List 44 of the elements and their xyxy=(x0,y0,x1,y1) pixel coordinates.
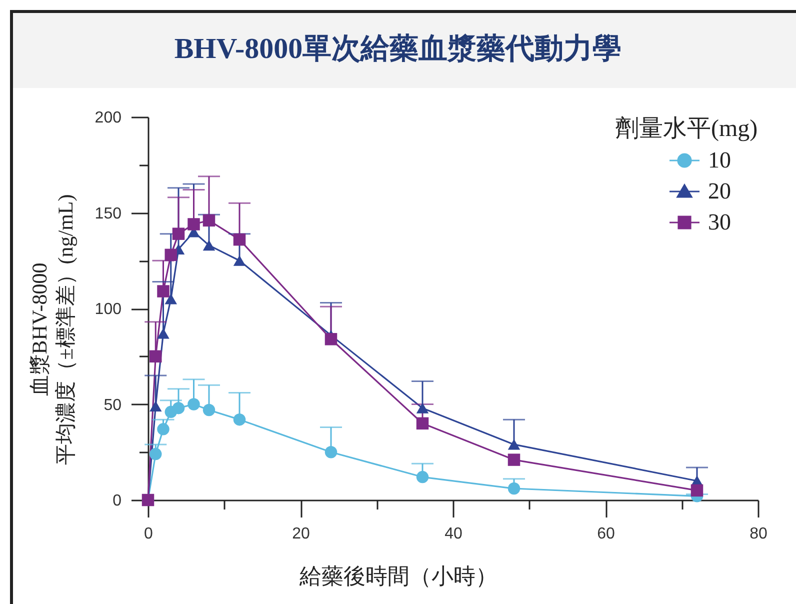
point xyxy=(508,439,520,450)
y-tick-label: 0 xyxy=(112,492,122,510)
point xyxy=(324,333,338,346)
y-tick-label: 200 xyxy=(94,110,122,126)
point xyxy=(202,240,216,251)
legend-title: 劑量水平(mg) xyxy=(615,115,758,142)
point xyxy=(233,255,246,266)
legend-label: 20 xyxy=(708,178,731,204)
x-tick-label: 40 xyxy=(444,526,462,542)
point xyxy=(690,484,704,497)
x-tick-label: 0 xyxy=(144,526,154,542)
x-tick-label: 20 xyxy=(292,526,310,542)
point xyxy=(150,400,162,412)
legend-label: 10 xyxy=(708,148,731,172)
point xyxy=(416,470,429,484)
y-tick-label: 50 xyxy=(104,396,122,414)
x-axis-title: 給藥後時間（小時） xyxy=(298,564,498,588)
point xyxy=(202,214,216,227)
point xyxy=(202,404,216,416)
legend-label: 30 xyxy=(708,210,731,234)
point xyxy=(164,248,177,262)
point xyxy=(188,398,200,410)
point xyxy=(508,454,520,466)
point xyxy=(164,294,177,304)
point xyxy=(233,233,246,246)
point xyxy=(508,482,520,495)
y-axis-title: 血漿BHV-8000 平均濃度（±標準差）(ng/mL) xyxy=(28,194,78,465)
point xyxy=(172,228,185,240)
point xyxy=(157,328,170,339)
point xyxy=(172,402,185,414)
chart-title: BHV-8000單次給藥血漿藥代動力學 xyxy=(173,32,623,67)
point xyxy=(233,413,246,426)
x-tick-label: 60 xyxy=(597,526,615,542)
point xyxy=(416,402,429,414)
point xyxy=(188,218,200,230)
x-tick-label: 80 xyxy=(750,526,768,542)
y-tick-label: 100 xyxy=(94,301,122,318)
y-tick-label: 150 xyxy=(94,205,122,222)
point xyxy=(150,448,162,460)
point xyxy=(324,446,338,458)
point xyxy=(157,285,170,298)
point xyxy=(416,417,429,430)
point xyxy=(150,350,162,362)
point xyxy=(157,423,170,436)
